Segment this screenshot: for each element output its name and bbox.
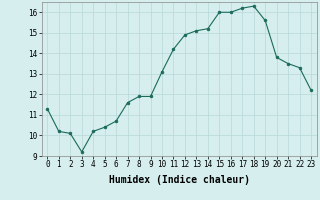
X-axis label: Humidex (Indice chaleur): Humidex (Indice chaleur) <box>109 175 250 185</box>
